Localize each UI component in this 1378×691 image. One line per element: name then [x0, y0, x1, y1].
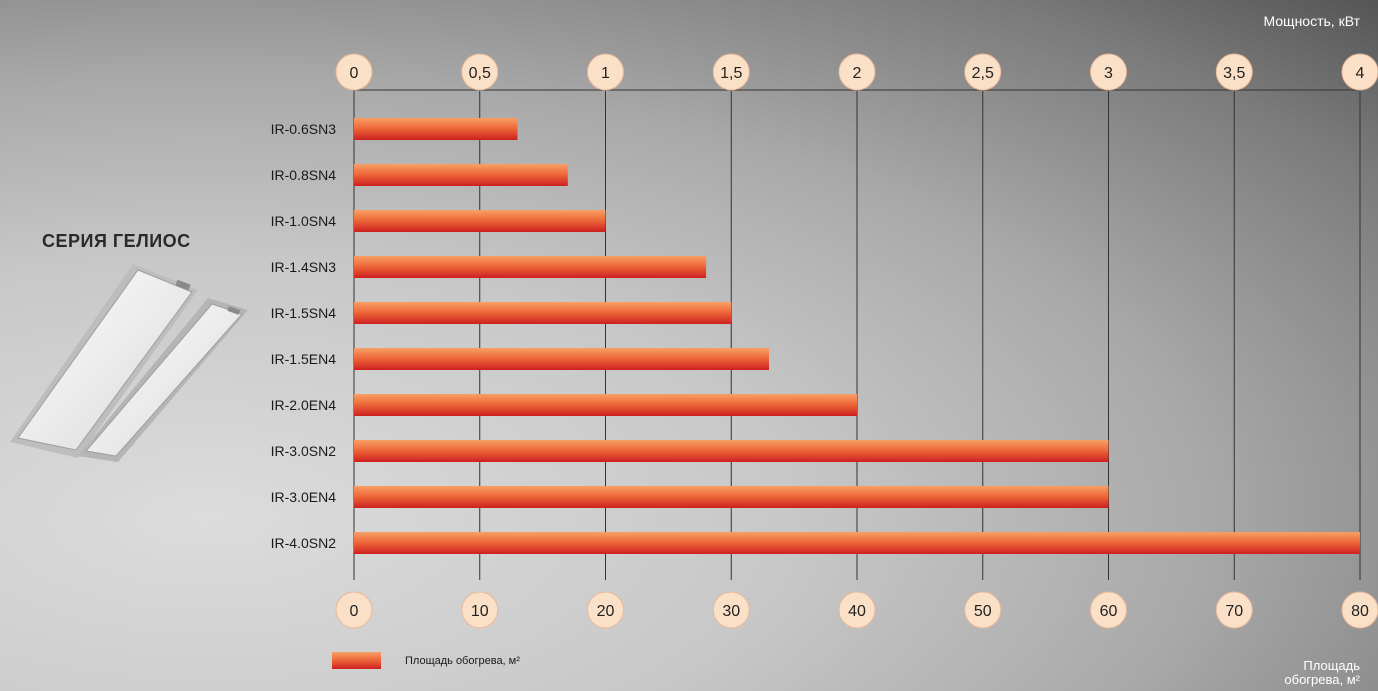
bottom-axis-ticks: 0 10 20 30 40 50 60 70 80 [335, 591, 1378, 629]
bottom-tick-circle [1341, 591, 1378, 629]
bottom-tick-label: 70 [1225, 603, 1243, 620]
bottom-tick-label: 80 [1351, 603, 1369, 620]
bar [354, 440, 1109, 462]
bottom-tick-label: 10 [471, 603, 489, 620]
bar [354, 118, 518, 140]
bar [354, 164, 568, 186]
top-tick-label: 0 [350, 65, 359, 82]
legend-label: Площадь обогрева, м² [405, 655, 520, 667]
bottom-tick-circle [712, 591, 750, 629]
bottom-tick-circle [1215, 591, 1253, 629]
bottom-axis-title-line1: Площадь [1303, 658, 1360, 673]
top-tick-circle [1215, 53, 1253, 91]
top-tick-circle [838, 53, 876, 91]
category-label: IR-1.5SN4 [271, 305, 337, 321]
top-tick-circle [1341, 53, 1378, 91]
category-label: IR-2.0EN4 [271, 397, 337, 413]
top-axis-title: Мощность, кВт [1263, 13, 1360, 29]
top-tick-circle [587, 53, 624, 91]
top-tick-label: 2,5 [972, 65, 994, 82]
category-label: IR-3.0SN2 [271, 443, 337, 459]
bottom-tick-label: 20 [597, 603, 615, 620]
top-tick-label: 0,5 [469, 65, 491, 82]
bottom-tick-label: 40 [848, 603, 866, 620]
bar [354, 256, 707, 278]
category-label: IR-1.0SN4 [271, 213, 337, 229]
top-tick-circle [712, 53, 750, 91]
bottom-tick-circle [838, 591, 876, 629]
top-tick-circle [1090, 53, 1127, 91]
top-axis-ticks: 0 0,5 1 1,5 2 2,5 3 3,5 4 [335, 53, 1378, 91]
top-tick-circle [964, 53, 1002, 91]
category-label: IR-0.6SN3 [271, 121, 337, 137]
category-labels: IR-0.6SN3 IR-0.8SN4 IR-1.0SN4 IR-1.4SN3 IR-1… [271, 121, 337, 551]
category-label: IR-1.5EN4 [271, 351, 337, 367]
bottom-tick-circle [964, 591, 1002, 629]
bottom-axis-title-line2: обогрева, м² [1284, 672, 1360, 687]
bar [354, 210, 606, 232]
bottom-axis-title: Площадь обогрева, м² [1284, 659, 1360, 687]
category-label: IR-3.0EN4 [271, 489, 337, 505]
category-label: IR-1.4SN3 [271, 259, 337, 275]
top-tick-label: 2 [853, 65, 862, 82]
bottom-tick-circle [1090, 591, 1127, 629]
heater-illustration [10, 264, 248, 462]
top-tick-label: 1,5 [720, 65, 742, 82]
top-tick-label: 3,5 [1223, 65, 1245, 82]
bottom-tick-label: 30 [722, 603, 740, 620]
category-label: IR-0.8SN4 [271, 167, 337, 183]
top-tick-circle [461, 53, 499, 91]
top-tick-circle [335, 53, 373, 91]
bottom-tick-label: 50 [974, 603, 992, 620]
bottom-tick-circle [335, 591, 373, 629]
bottom-tick-circle [461, 591, 499, 629]
bottom-tick-circle [587, 591, 624, 629]
bar [354, 394, 857, 416]
series-title: СЕРИЯ ГЕЛИОС [42, 231, 191, 251]
bar [354, 532, 1360, 554]
top-tick-label: 4 [1356, 65, 1365, 82]
bar [354, 302, 732, 324]
category-label: IR-4.0SN2 [271, 535, 337, 551]
bars [354, 118, 1360, 554]
bottom-tick-label: 60 [1100, 603, 1118, 620]
bar [354, 348, 769, 370]
bottom-tick-label: 0 [350, 603, 359, 620]
top-tick-label: 3 [1104, 65, 1113, 82]
top-tick-label: 1 [601, 65, 610, 82]
legend-swatch [332, 652, 381, 669]
bar [354, 486, 1109, 508]
